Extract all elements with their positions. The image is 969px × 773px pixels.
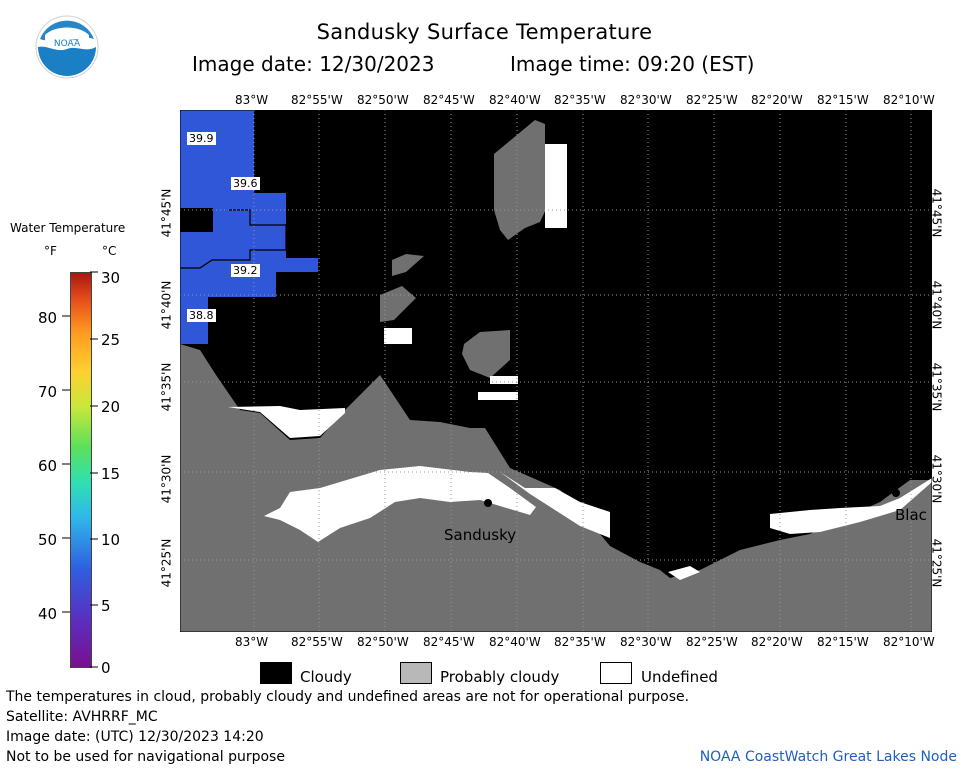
lat-label-left: 41°40'N — [159, 280, 174, 330]
lon-label-bottom: 82°55'W — [291, 635, 343, 649]
undefined-area — [500, 472, 610, 538]
undefined-area — [770, 478, 932, 534]
place-label-blac: Blac — [895, 506, 927, 524]
probably-cloudy-area — [380, 286, 416, 322]
undefined-area — [490, 376, 518, 384]
lon-label-bottom: 82°25'W — [686, 635, 738, 649]
lat-label-left: 41°25'N — [159, 538, 174, 588]
undefined-label: Undefined — [641, 668, 718, 686]
lon-label-bottom: 82°50'W — [357, 635, 409, 649]
undefined-area — [478, 392, 518, 400]
temperature-colorbar — [70, 272, 92, 668]
isotherm-line — [180, 209, 287, 269]
f-tick: 80 — [38, 309, 58, 327]
probably-cloudy-area — [462, 330, 510, 378]
lon-label-top: 82°40'W — [489, 93, 541, 107]
c-tick: 0 — [101, 659, 111, 677]
lon-label-bottom: 82°20'W — [751, 635, 803, 649]
c-tick: 5 — [101, 597, 111, 615]
cloudy-label: Cloudy — [300, 668, 352, 686]
undefined-area — [384, 328, 412, 344]
footer-navigation-warning: Not to be used for navigational purpose — [6, 749, 285, 765]
image-date: Image date: 12/30/2023 — [192, 52, 435, 76]
lon-label-top: 82°20'W — [751, 93, 803, 107]
undefined-area — [264, 466, 536, 542]
lat-label-left: 41°35'N — [159, 362, 174, 412]
temperature-value: 39.6 — [231, 177, 260, 190]
footer-utc-date: Image date: (UTC) 12/30/2023 14:20 — [6, 729, 264, 745]
c-tick: 20 — [101, 398, 121, 416]
lon-label-top: 83°W — [235, 93, 269, 107]
probably-cloudy-label: Probably cloudy — [440, 668, 560, 686]
footer-satellite: Satellite: AVHRRF_MC — [6, 709, 158, 725]
lon-label-top: 82°35'W — [554, 93, 606, 107]
blac-marker — [892, 489, 900, 497]
lon-label-top: 82°55'W — [291, 93, 343, 107]
graticule — [180, 110, 932, 632]
temperature-map — [180, 110, 932, 632]
place-label-sandusky: Sandusky — [444, 526, 517, 544]
f-tick: 60 — [38, 457, 58, 475]
cloudy-swatch — [260, 662, 292, 684]
c-tick: 30 — [101, 269, 121, 287]
undefined-swatch — [600, 662, 632, 684]
legend-title: Water Temperature — [10, 221, 126, 235]
probably-cloudy-area — [494, 120, 555, 240]
undefined-area — [228, 406, 345, 438]
lon-label-bottom: 82°40'W — [489, 635, 541, 649]
lon-label-top: 82°25'W — [686, 93, 738, 107]
f-tick: 50 — [38, 531, 58, 549]
lon-label-top: 82°15'W — [817, 93, 869, 107]
unit-fahrenheit: °F — [44, 244, 57, 258]
lon-label-bottom: 82°45'W — [423, 635, 475, 649]
lon-label-bottom: 82°10'W — [883, 635, 935, 649]
lon-label-bottom: 82°30'W — [620, 635, 672, 649]
probably-cloudy-swatch — [400, 662, 432, 684]
undefined-area — [545, 144, 567, 228]
noaa-logo-text: NOAA — [54, 39, 81, 49]
footer-disclaimer: The temperatures in cloud, probably clou… — [6, 689, 690, 705]
lon-label-top: 82°50'W — [357, 93, 409, 107]
f-tick: 70 — [38, 383, 58, 401]
cloud-patch — [180, 208, 213, 232]
sandusky-marker — [484, 499, 492, 507]
noaa-logo: NOAA — [35, 15, 99, 79]
lon-label-bottom: 82°15'W — [817, 635, 869, 649]
c-tick: 15 — [101, 465, 121, 483]
lon-label-bottom: 82°35'W — [554, 635, 606, 649]
image-time: Image time: 09:20 (EST) — [510, 52, 755, 76]
colorbar-ticks — [62, 271, 98, 668]
footer-credit: NOAA CoastWatch Great Lakes Node — [699, 749, 957, 765]
water-temperature-area — [180, 110, 318, 344]
temperature-value: 38.8 — [187, 309, 216, 322]
lon-label-top: 82°30'W — [620, 93, 672, 107]
lon-label-bottom: 83°W — [235, 635, 269, 649]
temperature-value: 39.9 — [187, 132, 216, 145]
map-title: Sandusky Surface Temperature — [316, 20, 653, 44]
lon-label-top: 82°45'W — [423, 93, 475, 107]
undefined-area — [668, 566, 700, 580]
lat-label-left: 41°30'N — [159, 454, 174, 504]
lat-label-left: 41°45'N — [159, 188, 174, 238]
c-tick: 10 — [101, 531, 121, 549]
probably-cloudy-area — [392, 254, 424, 276]
lon-label-top: 82°10'W — [883, 93, 935, 107]
c-tick: 25 — [101, 331, 121, 349]
temperature-value: 39.2 — [231, 264, 260, 277]
unit-celsius: °C — [102, 244, 117, 258]
f-tick: 40 — [38, 605, 58, 623]
